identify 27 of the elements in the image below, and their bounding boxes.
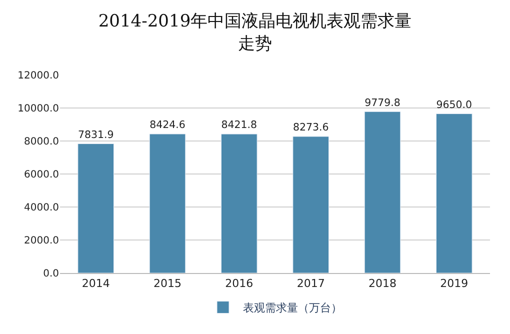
bar	[221, 134, 258, 273]
bar	[149, 134, 186, 273]
x-tick-label: 2019	[440, 277, 468, 290]
y-tick-label: 6000.0	[24, 170, 59, 180]
bar	[292, 136, 329, 273]
bar	[436, 114, 472, 273]
x-tick-label: 2018	[368, 277, 396, 290]
y-tick-label: 8000.0	[24, 136, 59, 148]
y-tick-label: 0.0	[43, 268, 59, 280]
legend-label: 表观需求量（万台）	[243, 302, 342, 315]
chart-title: 2014-2019年中国液晶电视机表观需求量走势	[98, 12, 412, 54]
data-label: 8424.6	[150, 119, 186, 132]
y-tick-label: 10000.0	[18, 104, 59, 114]
data-label: 8273.6	[292, 122, 329, 134]
data-label: 7831.9	[78, 130, 114, 141]
x-tick-label: 2016	[225, 277, 254, 290]
data-label: 8421.8	[221, 120, 258, 132]
bar	[78, 144, 114, 273]
x-tick-label: 2015	[154, 277, 182, 290]
x-tick-label: 2014	[82, 277, 110, 290]
y-tick-label: 4000.0	[24, 202, 59, 214]
data-label: 9650.0	[436, 100, 472, 111]
y-tick-label: 12000.0	[18, 70, 59, 82]
data-label: 9779.8	[364, 96, 400, 109]
bar	[364, 111, 401, 273]
x-tick-label: 2017	[296, 277, 325, 290]
y-tick-label: 2000.0	[24, 236, 59, 246]
